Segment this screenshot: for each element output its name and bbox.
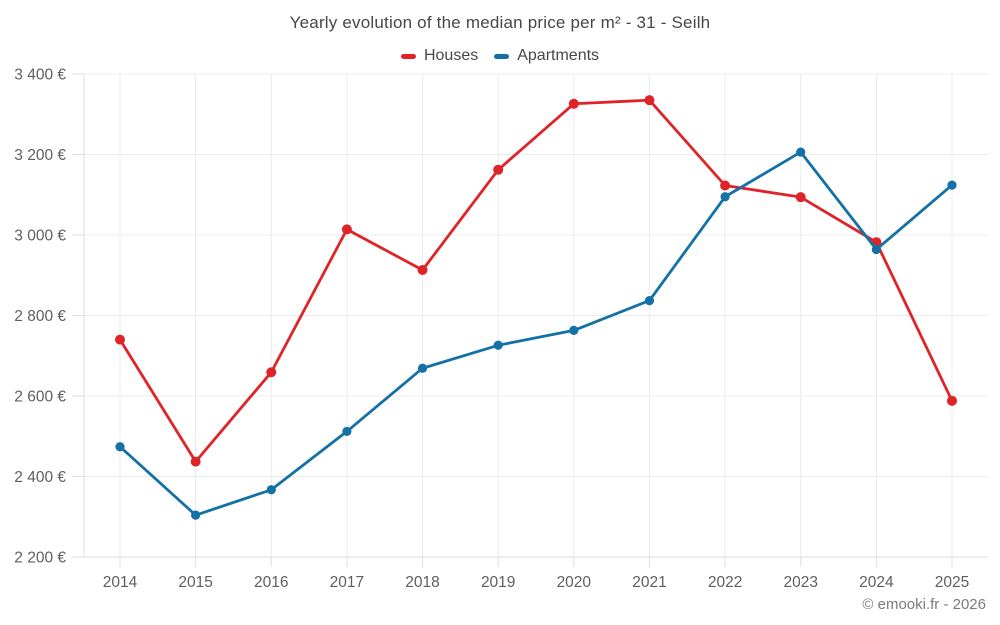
apartments-series-swatch-icon <box>494 53 510 59</box>
x-tick-label: 2024 <box>859 574 894 591</box>
y-tick-label: 2 400 € <box>14 469 66 486</box>
houses-point-2014 <box>115 334 125 345</box>
houses-point-2025 <box>947 395 957 406</box>
x-tick-label: 2014 <box>103 574 138 591</box>
y-tick-label: 3 200 € <box>14 147 66 164</box>
apartments-point-2016 <box>266 485 276 495</box>
apartments-point-2020 <box>569 325 579 335</box>
apartments-point-2022 <box>720 192 730 202</box>
houses-point-2016 <box>266 367 277 378</box>
y-tick-label: 2 200 € <box>14 550 66 567</box>
x-tick-label: 2016 <box>254 574 288 591</box>
apartments-point-2025 <box>947 180 957 190</box>
houses-series-swatch-icon <box>400 53 416 59</box>
y-tick-label: 2 600 € <box>14 389 66 406</box>
houses-point-2017 <box>341 224 352 235</box>
x-tick-label: 2025 <box>935 574 969 591</box>
x-tick-label: 2022 <box>708 574 742 591</box>
houses-point-2022 <box>720 180 731 191</box>
x-tick-label: 2015 <box>178 574 212 591</box>
houses-point-2023 <box>795 192 806 203</box>
legend-label-houses: Houses <box>423 47 479 64</box>
houses-point-2020 <box>568 98 579 109</box>
x-tick-label: 2018 <box>405 574 439 591</box>
x-tick-label: 2017 <box>330 574 364 591</box>
apartments-point-2023 <box>796 147 806 157</box>
apartments-point-2015 <box>191 510 201 520</box>
chart-title: Yearly evolution of the median price per… <box>289 13 711 32</box>
x-tick-label: 2020 <box>557 574 592 591</box>
y-tick-label: 3 000 € <box>14 228 66 245</box>
y-tick-label: 3 400 € <box>14 67 66 84</box>
credit-footer: © emooki.fr - 2026 <box>862 596 986 613</box>
houses-point-2021 <box>644 95 655 106</box>
x-tick-label: 2021 <box>632 574 666 591</box>
houses-point-2019 <box>493 164 504 175</box>
legend-item-apartments[interactable]: Apartments <box>494 47 599 65</box>
apartments-point-2017 <box>342 426 352 437</box>
apartments-point-2018 <box>417 363 428 373</box>
x-tick-label: 2023 <box>783 574 817 591</box>
houses-line <box>118 98 954 464</box>
x-tick-label: 2019 <box>481 574 515 591</box>
houses-point-2015 <box>190 456 201 467</box>
chart-legend: Houses Apartments <box>0 45 1000 67</box>
legend-item-houses[interactable]: Houses <box>400 47 479 65</box>
apartments-point-2014 <box>115 442 125 452</box>
y-tick-label: 2 800 € <box>14 308 66 325</box>
apartments-point-2021 <box>644 296 655 306</box>
apartments-line <box>118 150 954 517</box>
apartments-point-2019 <box>493 340 503 350</box>
legend-label-apartments: Apartments <box>517 47 600 64</box>
apartments-point-2024 <box>871 244 881 255</box>
houses-point-2018 <box>417 265 428 276</box>
